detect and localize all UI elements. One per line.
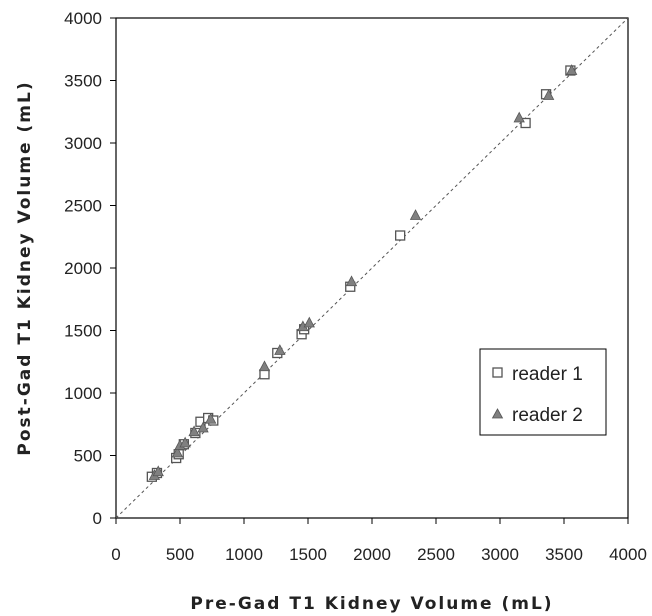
reader-2-point (566, 64, 578, 75)
reader-1-point (395, 230, 406, 241)
y-tick-label: 0 (93, 509, 102, 528)
x-tick-label: 1500 (289, 545, 327, 564)
reader-2-point (274, 344, 286, 355)
y-tick-label: 3500 (64, 72, 102, 91)
x-tick-label: 0 (111, 545, 120, 564)
x-tick-label: 1000 (225, 545, 263, 564)
x-axis-title: Pre-Gad T1 Kidney Volume (mL) (190, 594, 553, 614)
x-tick-label: 3500 (545, 545, 583, 564)
legend: reader 1 reader 2 (479, 348, 607, 436)
reader-2-point (345, 275, 358, 287)
legend-marker-reader-1 (492, 367, 503, 378)
reader-2-point (171, 446, 184, 458)
legend-label-reader-2: reader 2 (512, 405, 583, 426)
reader-2-point (542, 89, 555, 100)
reader-2-point (513, 111, 525, 123)
reader-2-point (258, 360, 271, 372)
reader-1-point (520, 117, 531, 129)
identity-reference-line (116, 18, 628, 518)
legend-box (479, 348, 607, 436)
x-tick-label: 3000 (481, 545, 519, 564)
x-tick-label: 2000 (353, 545, 391, 564)
y-tick-label: 500 (74, 447, 102, 466)
reader-2-point (303, 316, 315, 328)
reader-2-point (188, 425, 200, 437)
y-axis-title: Post-Gad T1 Kidney Volume (mL) (15, 80, 35, 455)
y-tick-label: 4000 (64, 9, 102, 28)
y-tick-label: 2000 (64, 259, 102, 278)
y-tick-label: 1000 (64, 384, 102, 403)
y-tick-label: 1500 (64, 322, 102, 341)
legend-marker-reader-2 (491, 408, 504, 419)
reader-2-point (179, 436, 191, 448)
x-tick-label: 4000 (609, 545, 647, 564)
reader-2-point (409, 209, 422, 220)
y-tick-label: 2500 (64, 197, 102, 216)
legend-label-reader-1: reader 1 (512, 364, 583, 385)
y-tick-label: 3000 (64, 134, 102, 153)
reader-2-point (205, 412, 217, 424)
x-tick-label: 500 (166, 545, 194, 564)
reader-2-point (152, 465, 164, 477)
x-tick-label: 2500 (417, 545, 455, 564)
reader-2-point (197, 421, 209, 433)
